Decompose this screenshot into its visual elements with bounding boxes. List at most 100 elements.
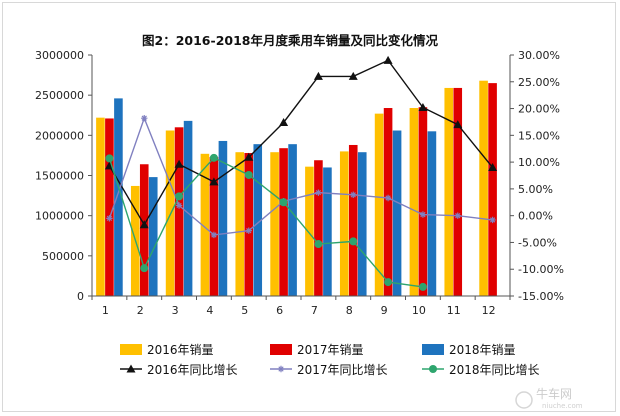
- line-2018年同比增长: [108, 156, 424, 288]
- legend-marker: [126, 364, 136, 373]
- point-2016年同比增长: [279, 117, 289, 126]
- bar-2016年销量: [200, 153, 210, 296]
- point-2018年同比增长: [209, 153, 218, 162]
- legend-label: 2017年销量: [297, 343, 364, 357]
- x-tick-label: 4: [206, 304, 213, 317]
- y-tick-label: 2000000: [35, 129, 84, 142]
- y2-tick-label: 25.00%: [518, 76, 560, 89]
- point-2016年同比增长: [313, 71, 323, 80]
- point-2017年同比增长: [210, 231, 218, 239]
- point-2018年同比增长: [384, 278, 393, 287]
- legend-label: 2016年销量: [147, 343, 214, 357]
- bar-2018年销量: [183, 120, 193, 296]
- point-2016年同比增长: [418, 102, 428, 111]
- bar-2018年销量: [253, 144, 263, 296]
- point-2017年同比增长: [454, 212, 461, 219]
- point-2017年同比增长: [106, 215, 113, 222]
- legend-label: 2018年销量: [449, 343, 516, 357]
- y2-tick-label: 15.00%: [518, 129, 560, 142]
- bar-2016年销量: [305, 166, 314, 296]
- bar-2018年销量: [323, 167, 332, 296]
- point-2018年同比增长: [418, 282, 427, 291]
- bar-2017年销量: [244, 153, 254, 296]
- y-tick-label: 0: [77, 290, 84, 303]
- point-2018年同比增长: [175, 192, 184, 201]
- y2-tick-label: 10.00%: [518, 156, 560, 169]
- watermark-logo-icon: [515, 391, 533, 409]
- legend-marker: [429, 365, 437, 373]
- bar-2018年销量: [357, 152, 367, 296]
- point-2017年同比增长: [315, 189, 322, 196]
- point-2018年同比增长: [244, 170, 253, 179]
- x-tick-label: 7: [311, 304, 318, 317]
- point-2016年同比增长: [488, 162, 498, 171]
- legend: 2016年销量 2017年销量 2018年销量 2016年同比增长 2017年同比增长 2…: [120, 343, 540, 377]
- bar-2018年销量: [218, 140, 228, 296]
- point-2017年同比增长: [489, 216, 496, 224]
- x-tick-label: 6: [276, 304, 283, 317]
- point-2017年同比增长: [419, 211, 427, 218]
- bar-2017年销量: [105, 118, 114, 296]
- x-tick-label: 2: [137, 304, 144, 317]
- bar-2016年销量: [235, 152, 245, 296]
- bar-2016年销量: [339, 151, 349, 296]
- bar-2017年销量: [488, 83, 497, 296]
- legend-marker: [277, 365, 285, 373]
- bar-2017年销量: [418, 107, 428, 296]
- y-tick-label: 1500000: [35, 170, 84, 183]
- bar-2018年销量: [148, 177, 158, 296]
- bar-2017年销量: [139, 164, 149, 296]
- point-2017年同比增长: [141, 114, 148, 122]
- bar-2018年销量: [392, 130, 402, 296]
- point-2018年同比增长: [349, 237, 358, 246]
- y2-tick-label: 0.00%: [518, 210, 553, 223]
- watermark-subtext: niuche.com: [542, 402, 583, 410]
- legend-swatch: [270, 344, 292, 355]
- point-2018年同比增长: [105, 154, 114, 163]
- point-2016年同比增长: [139, 220, 149, 229]
- line-2017年同比增长: [108, 116, 493, 236]
- bar-2017年销量: [348, 144, 358, 296]
- bar-2016年销量: [409, 108, 419, 297]
- point-2016年同比增长: [453, 120, 463, 129]
- x-tick-label: 12: [482, 304, 496, 317]
- point-2016年同比增长: [244, 152, 254, 161]
- point-2017年同比增长: [384, 194, 392, 202]
- axes-layer: 0 500000 1000000 1500000 2000000 2500000 30000…: [35, 49, 564, 317]
- y2-tick-label: 5.00%: [518, 183, 553, 196]
- y-tick-label: 500000: [42, 250, 84, 263]
- point-2016年同比增长: [174, 159, 184, 168]
- point-2018年同比增长: [140, 264, 149, 273]
- y2-tick-label: -15.00%: [518, 290, 564, 303]
- bar-2017年销量: [453, 87, 463, 296]
- point-2018年同比增长: [279, 198, 288, 207]
- y2-tick-label: -5.00%: [518, 236, 557, 249]
- legend-label: 2018年同比增长: [449, 363, 540, 377]
- bar-2016年销量: [96, 117, 105, 296]
- point-2017年同比增长: [175, 202, 183, 209]
- bar-2018年销量: [427, 131, 437, 296]
- legend-swatch: [422, 344, 444, 355]
- bar-2018年销量: [114, 98, 123, 296]
- bar-2017年销量: [279, 148, 288, 296]
- x-tick-label: 3: [172, 304, 179, 317]
- x-tick-label: 5: [241, 304, 248, 317]
- watermark-text: 牛车网: [536, 386, 572, 401]
- x-tick-label: 10: [412, 304, 426, 317]
- bar-2016年销量: [374, 113, 384, 296]
- legend-label: 2017年同比增长: [297, 363, 388, 377]
- y2-tick-label: 20.00%: [518, 103, 560, 116]
- point-2017年同比增长: [245, 227, 252, 234]
- bar-2017年销量: [314, 160, 323, 296]
- line-2016年同比增长: [108, 59, 494, 227]
- point-2016年同比增长: [383, 55, 393, 64]
- legend-swatch: [120, 344, 142, 355]
- y2-tick-label: -10.00%: [518, 263, 564, 276]
- bar-2016年销量: [270, 152, 279, 296]
- x-tick-label: 9: [381, 304, 388, 317]
- line-layer: [104, 55, 498, 291]
- y-tick-label: 1000000: [35, 210, 84, 223]
- point-2016年同比增长: [209, 177, 219, 186]
- x-tick-label: 8: [346, 304, 353, 317]
